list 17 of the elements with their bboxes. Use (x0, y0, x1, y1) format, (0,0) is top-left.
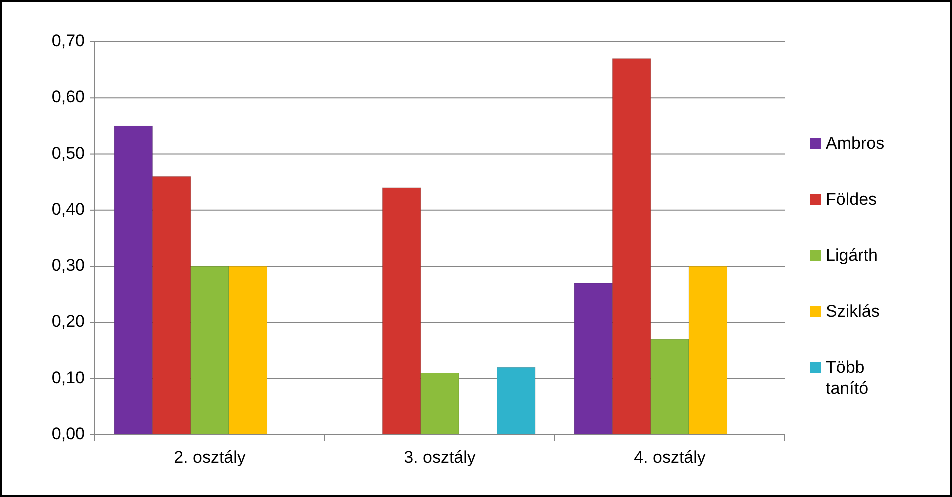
bar (497, 367, 536, 436)
y-tick-label: 0,50 (52, 144, 85, 163)
legend-label: Földes (826, 190, 878, 210)
y-tick-label: 0,40 (52, 200, 85, 219)
y-tick-label: 0,00 (52, 424, 85, 444)
legend-label: Ligárth (826, 246, 878, 266)
x-tick-label: 3. osztály (404, 448, 476, 467)
legend-label: Több tanító (826, 358, 869, 398)
y-tick-label: 0,60 (52, 88, 85, 107)
y-tick-label: 0,10 (52, 368, 85, 388)
x-tick-label: 4. osztály (634, 448, 706, 467)
legend-label: Ambros (826, 134, 885, 154)
legend-label: Sziklás (826, 302, 880, 322)
x-tick-label: 2. osztály (174, 448, 246, 467)
y-tick-label: 0,20 (52, 312, 85, 332)
y-tick-label: 0,30 (52, 256, 85, 276)
y-tick-label: 0,70 (52, 31, 85, 50)
